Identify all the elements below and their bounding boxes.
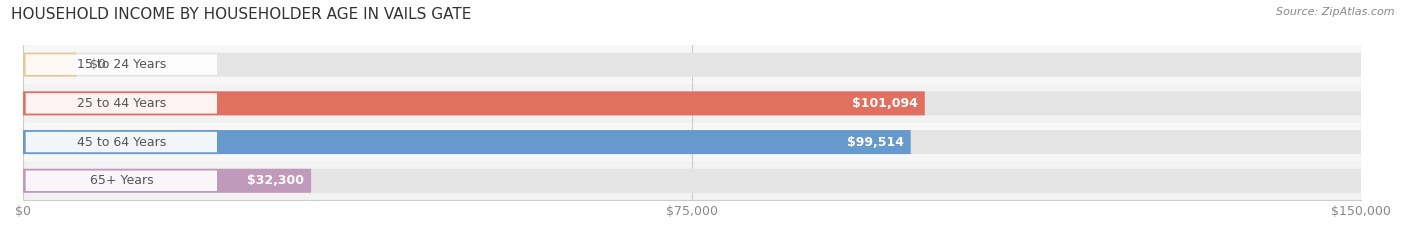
FancyBboxPatch shape: [25, 132, 217, 152]
FancyBboxPatch shape: [22, 91, 1361, 115]
FancyBboxPatch shape: [22, 169, 311, 193]
FancyBboxPatch shape: [22, 53, 76, 77]
Text: $32,300: $32,300: [247, 174, 305, 187]
FancyBboxPatch shape: [25, 93, 217, 113]
Text: 45 to 64 Years: 45 to 64 Years: [77, 136, 166, 149]
FancyBboxPatch shape: [22, 91, 925, 115]
Text: HOUSEHOLD INCOME BY HOUSEHOLDER AGE IN VAILS GATE: HOUSEHOLD INCOME BY HOUSEHOLDER AGE IN V…: [11, 7, 471, 22]
Text: $0: $0: [90, 58, 105, 71]
FancyBboxPatch shape: [22, 53, 1361, 77]
Text: Source: ZipAtlas.com: Source: ZipAtlas.com: [1277, 7, 1395, 17]
FancyBboxPatch shape: [22, 130, 1361, 154]
Bar: [22, 123, 1361, 161]
FancyBboxPatch shape: [22, 130, 911, 154]
FancyBboxPatch shape: [25, 55, 217, 75]
Bar: [22, 84, 1361, 123]
Text: $101,094: $101,094: [852, 97, 918, 110]
Text: 15 to 24 Years: 15 to 24 Years: [77, 58, 166, 71]
Text: 25 to 44 Years: 25 to 44 Years: [77, 97, 166, 110]
FancyBboxPatch shape: [25, 171, 217, 191]
FancyBboxPatch shape: [22, 169, 1361, 193]
Bar: [22, 161, 1361, 200]
Bar: [22, 45, 1361, 84]
Text: 65+ Years: 65+ Years: [90, 174, 153, 187]
Text: $99,514: $99,514: [846, 136, 904, 149]
